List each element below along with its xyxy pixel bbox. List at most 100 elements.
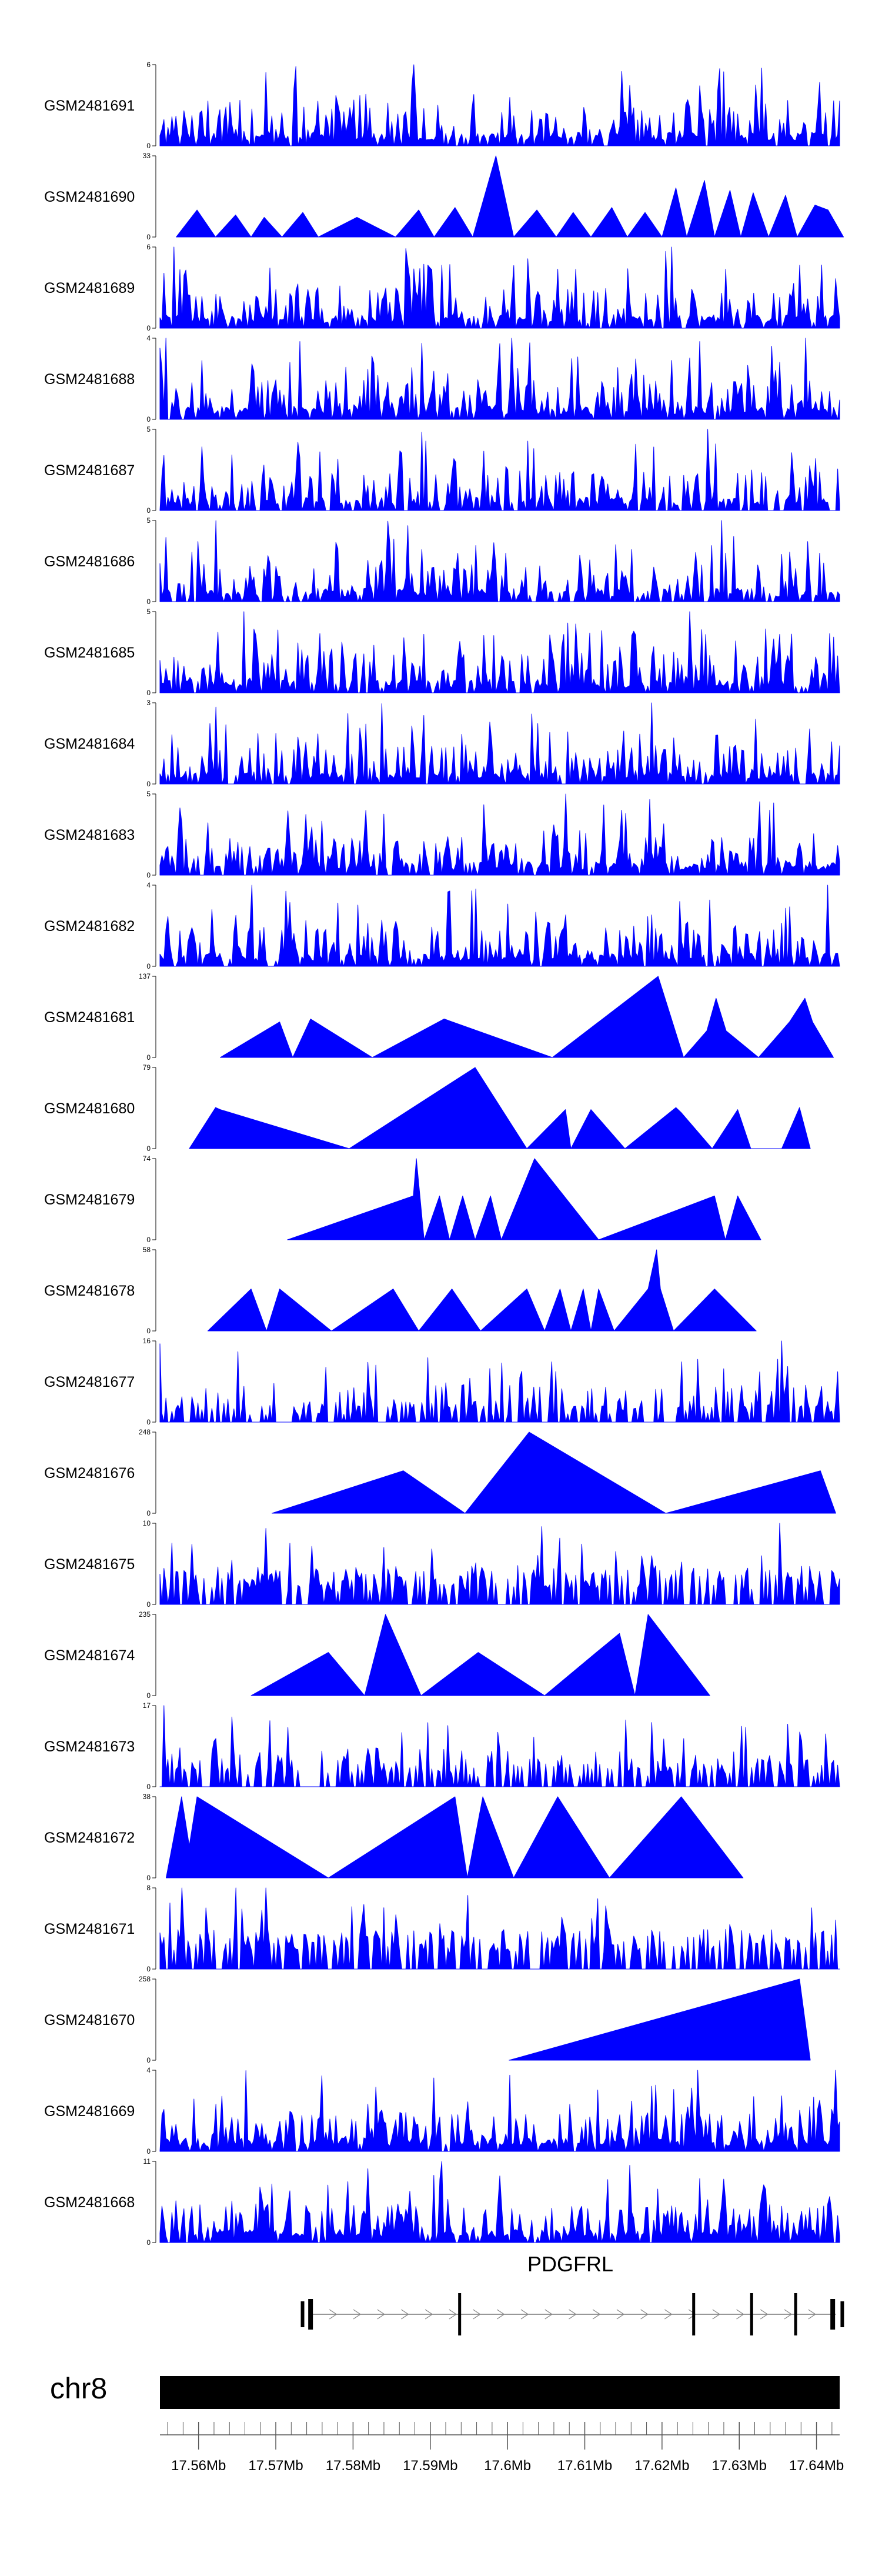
signal-area xyxy=(159,1887,840,1970)
y-max-label: 6 xyxy=(146,61,151,69)
track-label: GSM2481681 xyxy=(44,1009,135,1026)
signal-area xyxy=(159,246,840,329)
signal-area xyxy=(159,520,840,602)
strand-arrow-icon xyxy=(425,2309,433,2320)
strand-arrow-icon xyxy=(784,2309,793,2320)
strand-arrow-icon xyxy=(592,2309,601,2320)
y-max-label: 33 xyxy=(143,152,151,160)
track-GSM2481676: GSM2481676 248 0 xyxy=(44,1428,836,1517)
signal-area xyxy=(159,611,840,693)
track-label: GSM2481673 xyxy=(44,1739,135,1755)
y-max-label: 17 xyxy=(143,1701,151,1710)
track-label: GSM2481685 xyxy=(44,645,135,661)
strand-arrow-icon xyxy=(760,2309,769,2320)
strand-arrow-icon xyxy=(544,2309,553,2320)
exon-mark xyxy=(830,2299,836,2330)
x-tick-label: 17.63Mb xyxy=(712,2458,767,2474)
track-GSM2481687: GSM2481687 5 0 xyxy=(44,425,840,515)
track-label: GSM2481687 xyxy=(44,462,135,479)
y-min-label: 0 xyxy=(146,2147,151,2155)
x-tick-label: 17.58Mb xyxy=(326,2458,380,2474)
signal-area xyxy=(159,338,840,420)
y-min-label: 0 xyxy=(146,142,151,150)
y-min-label: 0 xyxy=(146,1874,151,1882)
signal-area xyxy=(159,885,840,967)
track-label: GSM2481678 xyxy=(44,1283,135,1299)
signal-area xyxy=(207,1249,757,1332)
y-max-label: 5 xyxy=(146,790,151,798)
signal-tracks: GSM248169160GSM2481690330GSM248168960GSM… xyxy=(44,61,844,2247)
track-GSM2481677: GSM2481677 16 0 xyxy=(44,1337,840,1426)
signal-area xyxy=(250,1614,710,1696)
signal-area xyxy=(176,155,844,238)
y-min-label: 0 xyxy=(146,598,151,606)
y-max-label: 5 xyxy=(146,516,151,525)
signal-area xyxy=(159,2161,840,2243)
gene-end-mark xyxy=(840,2301,844,2327)
track-GSM2481689: GSM2481689 6 0 xyxy=(44,243,840,332)
signal-area xyxy=(159,793,840,876)
track-GSM2481679: GSM2481679 74 0 xyxy=(44,1154,761,1244)
chromosome-label: chr8 xyxy=(50,2372,107,2405)
y-max-label: 74 xyxy=(143,1154,151,1163)
track-GSM2481678: GSM2481678 58 0 xyxy=(44,1246,757,1335)
y-max-label: 4 xyxy=(146,334,151,342)
track-label: GSM2481677 xyxy=(44,1374,135,1390)
track-GSM2481672: GSM2481672 38 0 xyxy=(44,1793,744,1882)
y-max-label: 248 xyxy=(139,1428,151,1436)
track-label: GSM2481679 xyxy=(44,1192,135,1208)
y-min-label: 0 xyxy=(146,2056,151,2064)
strand-arrow-icon xyxy=(736,2309,744,2320)
track-GSM2481688: GSM2481688 4 0 xyxy=(44,334,840,423)
y-min-label: 0 xyxy=(146,415,151,423)
track-label: GSM2481691 xyxy=(44,98,135,114)
y-max-label: 8 xyxy=(146,1884,151,1892)
signal-area xyxy=(166,1796,744,1878)
track-GSM2481680: GSM2481680 79 0 xyxy=(44,1063,811,1153)
track-GSM2481683: GSM2481683 5 0 xyxy=(44,790,840,879)
track-label: GSM2481670 xyxy=(44,2012,135,2028)
y-min-label: 0 xyxy=(146,233,151,241)
y-min-label: 0 xyxy=(146,1327,151,1335)
y-min-label: 0 xyxy=(146,1418,151,1426)
y-min-label: 0 xyxy=(146,324,151,332)
exon-mark xyxy=(692,2293,696,2335)
y-max-label: 58 xyxy=(143,1246,151,1254)
track-GSM2481669: GSM2481669 4 0 xyxy=(44,2066,840,2155)
track-label: GSM2481682 xyxy=(44,918,135,935)
chromosome-ideogram xyxy=(160,2376,840,2409)
signal-area xyxy=(159,64,840,146)
strand-arrow-icon xyxy=(329,2309,338,2320)
y-min-label: 0 xyxy=(146,1509,151,1517)
exon-mark xyxy=(794,2293,797,2335)
strand-arrow-icon xyxy=(808,2309,816,2320)
signal-area xyxy=(509,1978,811,2061)
signal-area xyxy=(159,702,840,785)
y-min-label: 0 xyxy=(146,1053,151,1062)
y-min-label: 0 xyxy=(146,1236,151,1244)
track-label: GSM2481674 xyxy=(44,1647,135,1664)
track-label: GSM2481668 xyxy=(44,2194,135,2211)
x-tick-label: 17.62Mb xyxy=(634,2458,689,2474)
track-GSM2481682: GSM2481682 4 0 xyxy=(44,881,840,970)
strand-arrow-icon xyxy=(449,2309,457,2320)
track-label: GSM2481672 xyxy=(44,1830,135,1846)
track-GSM2481685: GSM2481685 5 0 xyxy=(44,608,840,697)
signal-area xyxy=(159,429,840,511)
y-min-label: 0 xyxy=(146,1144,151,1153)
y-min-label: 0 xyxy=(146,1691,151,1700)
strand-arrow-icon xyxy=(473,2309,481,2320)
strand-arrow-icon xyxy=(664,2309,673,2320)
track-label: GSM2481676 xyxy=(44,1465,135,1481)
signal-area xyxy=(220,976,834,1058)
strand-arrow-icon xyxy=(377,2309,385,2320)
track-label: GSM2481683 xyxy=(44,827,135,843)
track-GSM2481691: GSM2481691 6 0 xyxy=(44,61,840,150)
y-max-label: 6 xyxy=(146,243,151,251)
chromosome-axis-track: chr8 17.56Mb 17.57Mb 17.58Mb 17.59Mb 17.6Mb 1… xyxy=(50,2372,844,2474)
x-tick-label: 17.61Mb xyxy=(557,2458,612,2474)
strand-arrow-icon xyxy=(496,2309,505,2320)
track-GSM2481690: GSM2481690 33 0 xyxy=(44,152,844,241)
signal-area xyxy=(272,1432,836,1514)
signal-area xyxy=(159,1523,840,1605)
